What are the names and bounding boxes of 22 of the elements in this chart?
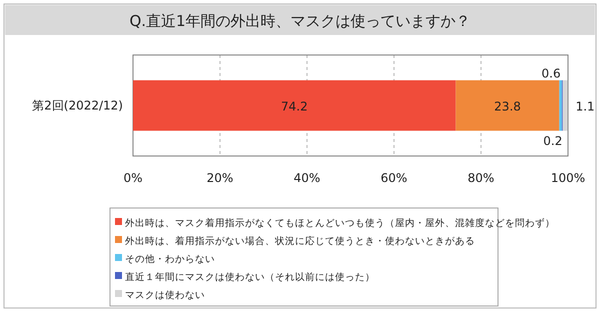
legend-label: 外出時は、着用指示がない場合、状況に応じて使うとき・使わないときがある — [125, 235, 475, 247]
legend-label: その他・わからない — [125, 253, 215, 265]
data-label: 0.2 — [543, 134, 562, 148]
data-label: 1.1 — [576, 100, 595, 114]
x-tick-label: 100% — [550, 171, 586, 185]
legend-label: 外出時は、マスク着用指示がなくてもほとんどいつも使う（屋内・屋外、混雑度などを問わず） — [125, 217, 555, 229]
y-tick-label: 第2回(2022/12) — [32, 98, 123, 112]
data-label: 74.2 — [281, 100, 308, 114]
x-tick-label: 0% — [123, 171, 143, 185]
legend-label: マスクは使わない — [125, 290, 205, 301]
x-tick-label: 20% — [206, 171, 234, 185]
bar — [456, 80, 560, 131]
legend-label: 直近１年間にマスクは使わない（それ以前には使った） — [125, 271, 375, 283]
bar — [559, 80, 562, 131]
x-tick-label: 40% — [294, 171, 320, 185]
x-tick-label: 80% — [468, 171, 494, 185]
bar — [562, 80, 568, 131]
chart-title: Q.直近1年間の外出時、マスクは使っていますか？ — [129, 12, 471, 30]
data-label: 23.8 — [494, 100, 521, 114]
x-tick-label: 60% — [380, 171, 408, 185]
data-label: 0.6 — [542, 66, 561, 80]
bar — [133, 80, 456, 131]
